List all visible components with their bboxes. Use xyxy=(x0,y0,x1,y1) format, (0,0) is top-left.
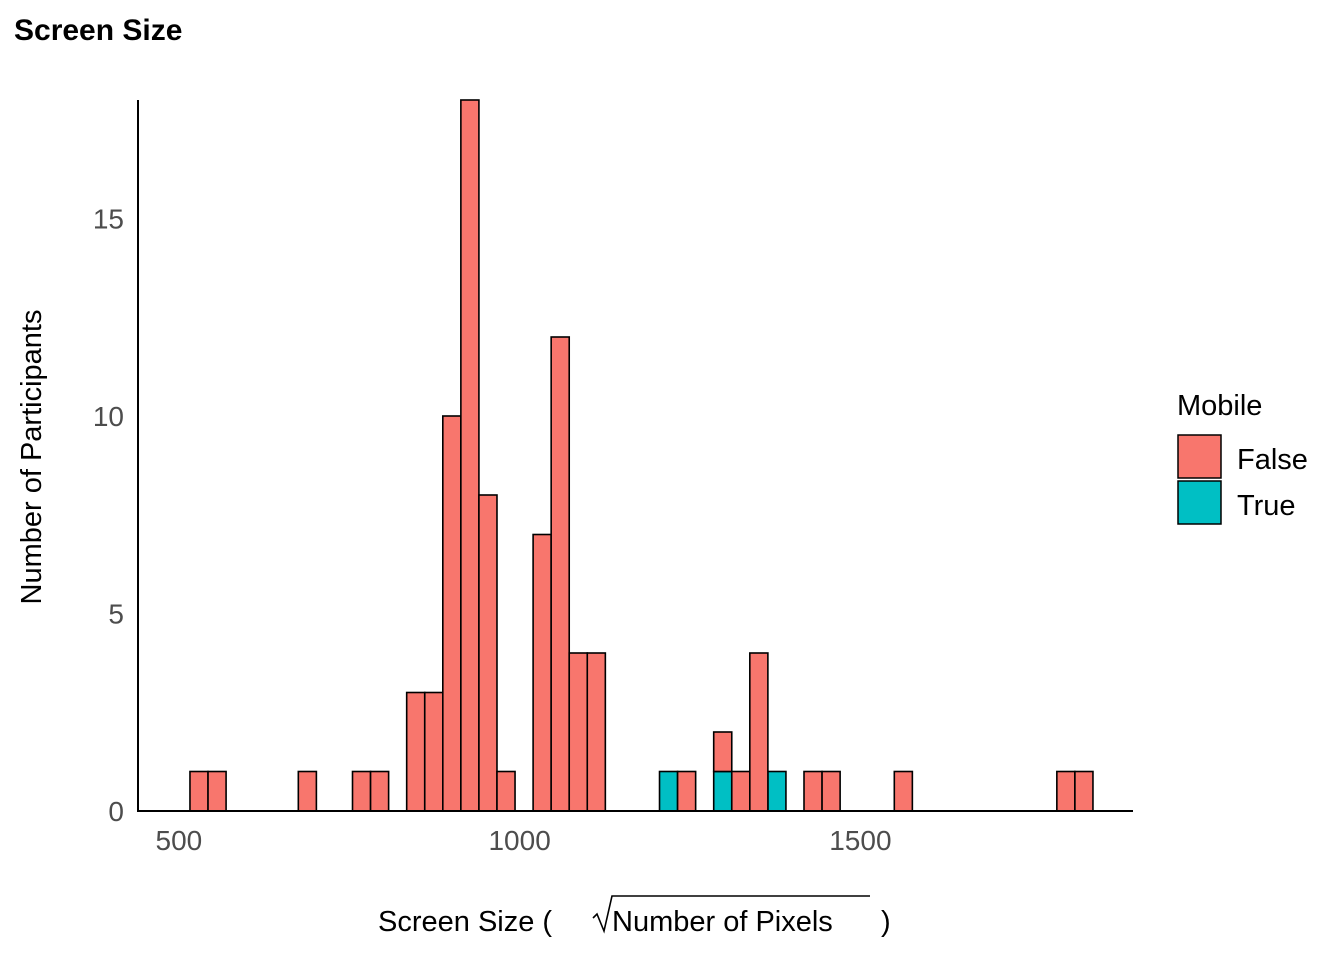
bar-true-1298 xyxy=(712,770,733,812)
bar-false-1033 xyxy=(532,533,552,812)
bar-false-794.5 xyxy=(369,770,390,812)
x-tick-label: 1500 xyxy=(829,825,891,856)
x-axis-title: Screen Size ( Number of Pixels ) xyxy=(378,895,891,938)
y-tick-label: 15 xyxy=(93,204,124,235)
bar-true-1377.5 xyxy=(767,770,787,812)
bar-false-1563 xyxy=(893,770,914,812)
bar-false-768 xyxy=(351,770,372,812)
sqrt-radical-icon xyxy=(592,895,870,934)
bar-false-980 xyxy=(496,770,516,812)
bar-false-1086 xyxy=(568,652,589,812)
x-tick-labels: 500 1000 1500 xyxy=(156,825,892,856)
x-axis-title-radicand: Number of Pixels xyxy=(612,906,833,938)
bar-false-900.5 xyxy=(442,415,462,812)
bar-true-1218.5 xyxy=(658,770,679,812)
y-tick-label: 0 xyxy=(108,796,124,827)
bar-false-874 xyxy=(423,691,444,812)
x-tick-label: 500 xyxy=(156,825,203,856)
legend-label-false: False xyxy=(1237,444,1308,476)
y-axis-title: Number of Participants xyxy=(16,310,48,605)
legend-label-true: True xyxy=(1237,490,1296,522)
x-axis-title-suffix: ) xyxy=(881,906,891,938)
x-tick-label: 1000 xyxy=(488,825,550,856)
y-tick-label: 5 xyxy=(108,599,124,630)
chart-title: Screen Size xyxy=(14,14,182,47)
legend-title: Mobile xyxy=(1177,390,1262,422)
legend-swatch-true xyxy=(1177,480,1222,525)
bar-false-1324.5 xyxy=(730,770,751,812)
bar-false-1351 xyxy=(749,652,769,812)
legend: Mobile False True xyxy=(1177,390,1308,525)
bar-false-847.5 xyxy=(405,691,426,812)
bar-false-953.5 xyxy=(478,494,498,812)
bar-false-556 xyxy=(207,770,227,812)
x-axis-title-prefix: Screen Size ( xyxy=(378,906,552,938)
bar-false-1059.5 xyxy=(550,336,571,812)
bar-false-1801.5 xyxy=(1056,770,1076,812)
legend-swatch-false xyxy=(1177,434,1222,479)
y-tick-label: 10 xyxy=(93,401,124,432)
bar-false-1112.5 xyxy=(586,652,607,812)
bar-false-1828 xyxy=(1074,770,1094,812)
bar-false-1245 xyxy=(676,770,697,812)
bar-false-1457 xyxy=(821,770,841,812)
bar-false-688.5 xyxy=(297,770,318,812)
bar-false-1298 xyxy=(712,731,733,773)
bar-false-529.5 xyxy=(189,770,209,812)
bar-false-927 xyxy=(460,99,480,812)
bars-group xyxy=(189,99,1094,812)
bar-false-1430.5 xyxy=(803,770,823,812)
y-tick-labels: 0 5 10 15 xyxy=(93,204,124,828)
